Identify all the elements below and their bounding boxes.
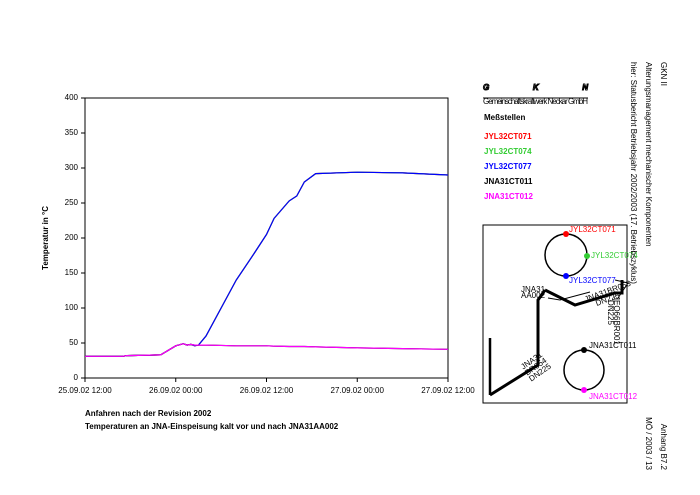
diagram-label: JNA31CT012 <box>589 392 638 401</box>
diagram-label: DN225 <box>606 300 615 325</box>
sensor-dot <box>584 253 590 259</box>
diagram-label: JYL32CT077 <box>569 276 616 285</box>
pipe <box>544 280 624 307</box>
x-tick-label: 27.09.02 12:00 <box>421 386 475 395</box>
diagram-frame <box>482 224 628 404</box>
y-tick-label: 100 <box>65 303 79 312</box>
y-tick-label: 150 <box>65 268 79 277</box>
series-line <box>85 343 449 357</box>
annex: Anhang B7.2 <box>659 424 668 471</box>
doc-subtitle: hier: Statusbericht Betriebsjahr 2002/20… <box>629 62 638 284</box>
legend-entry: JYL32CT074 <box>484 147 532 156</box>
y-tick-label: 200 <box>65 233 79 242</box>
x-tick-label: 26.09.02 00:00 <box>149 386 203 395</box>
pipe-section <box>544 233 588 277</box>
sensor-dot <box>581 387 587 393</box>
series-line <box>85 171 449 357</box>
sensor-dot <box>563 231 569 237</box>
y-axis-label: Temperatur in °C <box>41 206 50 270</box>
logo-company: Gemeinschaftskraftwerk Neckar GmbH <box>483 97 588 106</box>
legend-entry: JNA31CT012 <box>484 192 533 201</box>
x-tick-label: 25.09.02 12:00 <box>58 386 112 395</box>
y-tick-label: 50 <box>69 338 78 347</box>
doc-title: Alterungsmanagement mechanischer Kompone… <box>644 62 653 247</box>
doc-ref: MÖ / 2003 / 13 <box>644 417 653 470</box>
diagram-label: JEQ66BR001 <box>612 296 621 345</box>
x-tick-label: 27.09.02 00:00 <box>331 386 385 395</box>
pipe-section <box>563 349 605 391</box>
y-tick-label: 400 <box>65 93 79 102</box>
diagram-label: JNA31CT011 <box>589 341 637 350</box>
diagram-label: AA002 <box>521 291 546 300</box>
legend-entry: JYL32CT071 <box>484 132 532 141</box>
pipe <box>489 289 547 397</box>
caption: Temperaturen an JNA-Einspeisung kalt vor… <box>85 422 339 431</box>
diagram-label: JYL32CT071 <box>569 225 616 234</box>
legend-entry: JNA31CT011 <box>484 177 533 186</box>
diagram-label: JNA31 <box>521 285 546 294</box>
legend-title: Meßstellen <box>484 113 525 122</box>
legend-entry: JYL32CT077 <box>484 162 532 171</box>
plant: GKN II <box>659 62 668 86</box>
y-tick-label: 300 <box>65 163 79 172</box>
series-line <box>85 171 449 357</box>
logo-mark: GKN <box>483 83 588 92</box>
plot-frame <box>84 97 449 379</box>
y-tick-label: 250 <box>65 198 79 207</box>
pipe-outline <box>614 279 629 299</box>
sensor-dot <box>581 347 587 353</box>
y-tick-label: 350 <box>65 128 79 137</box>
caption: Anfahren nach der Revision 2002 <box>85 409 212 418</box>
x-tick-label: 26.09.02 12:00 <box>240 386 294 395</box>
sensor-dot <box>563 273 569 279</box>
y-tick-label: 0 <box>74 373 79 382</box>
series-line <box>85 171 449 357</box>
pipe-outline <box>547 291 591 301</box>
diagram-label: JYL32CT074 <box>591 251 638 260</box>
